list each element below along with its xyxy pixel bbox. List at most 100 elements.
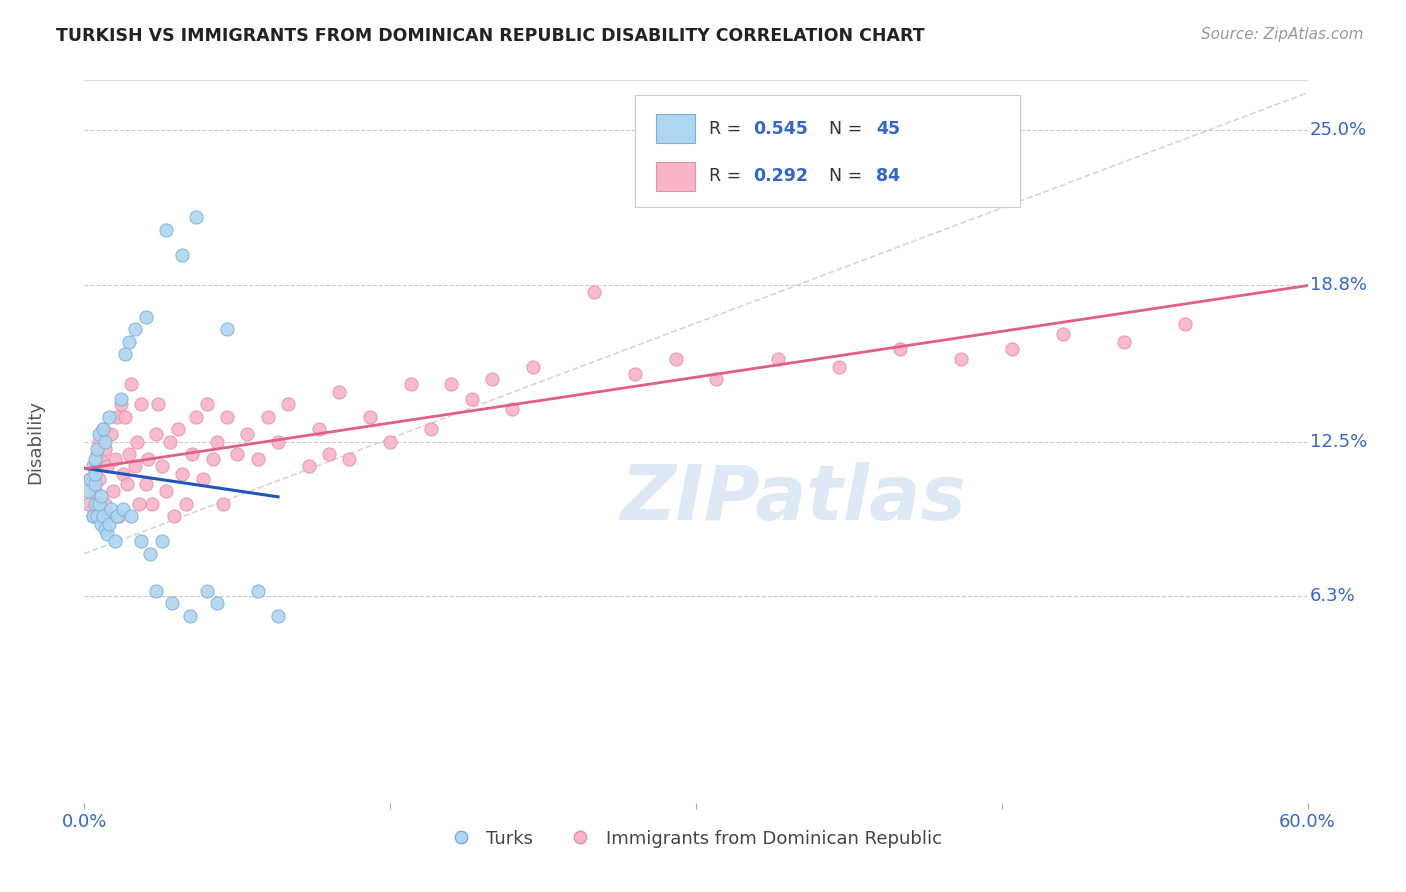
Point: [1001, 343, 1024, 357]
Point: [114, 347, 136, 361]
Point: [100, 501, 122, 516]
Point: [135, 310, 157, 324]
Point: [120, 509, 142, 524]
Point: [624, 368, 647, 382]
Point: [1174, 318, 1197, 332]
Point: [706, 372, 728, 386]
Point: [83, 452, 105, 467]
Point: [118, 447, 141, 461]
Point: [128, 497, 150, 511]
Text: 6.3%: 6.3%: [1310, 587, 1355, 605]
Point: [217, 322, 239, 336]
Point: [82, 509, 104, 524]
Point: [145, 584, 167, 599]
Point: [195, 584, 218, 599]
Text: TURKISH VS IMMIGRANTS FROM DOMINICAN REPUBLIC DISABILITY CORRELATION CHART: TURKISH VS IMMIGRANTS FROM DOMINICAN REP…: [56, 27, 925, 45]
Point: [93, 434, 115, 449]
Point: [950, 352, 973, 367]
Point: [82, 509, 104, 524]
Text: 12.5%: 12.5%: [1310, 433, 1367, 450]
Point: [665, 352, 688, 367]
Point: [127, 434, 149, 449]
Point: [236, 427, 259, 442]
Text: 18.8%: 18.8%: [1310, 276, 1367, 293]
Point: [155, 484, 177, 499]
Point: [138, 547, 160, 561]
Point: [86, 447, 108, 461]
Point: [131, 534, 153, 549]
Point: [212, 497, 235, 511]
Point: [124, 322, 146, 336]
Text: N =: N =: [830, 168, 868, 186]
Point: [108, 509, 131, 524]
Point: [91, 509, 114, 524]
Point: [181, 447, 204, 461]
Point: [186, 211, 208, 225]
Point: [135, 476, 157, 491]
Point: [201, 452, 224, 467]
Point: [104, 452, 127, 467]
Text: Disability: Disability: [27, 400, 45, 483]
Point: [90, 516, 112, 531]
Point: [120, 377, 142, 392]
Point: [82, 459, 104, 474]
Point: [195, 397, 218, 411]
Point: [91, 422, 114, 436]
Point: [97, 509, 120, 524]
Point: [86, 442, 108, 456]
Text: N =: N =: [830, 120, 868, 137]
Point: [318, 447, 340, 461]
Point: [583, 285, 606, 299]
Point: [97, 409, 120, 424]
Point: [105, 409, 128, 424]
Point: [87, 427, 110, 442]
Point: [87, 497, 110, 511]
Point: [93, 522, 115, 536]
Point: [79, 472, 101, 486]
Point: [112, 467, 135, 481]
Point: [1052, 327, 1074, 342]
Point: [97, 516, 120, 531]
Point: [96, 526, 118, 541]
Point: [267, 609, 290, 624]
Point: [82, 476, 104, 491]
Point: [160, 597, 183, 611]
Point: [101, 484, 124, 499]
Point: [145, 427, 167, 442]
Point: [766, 352, 789, 367]
Point: [359, 409, 381, 424]
Text: R =: R =: [710, 120, 747, 137]
Point: [83, 476, 105, 491]
Point: [174, 497, 197, 511]
Point: [90, 489, 112, 503]
Point: [83, 484, 105, 499]
Point: [440, 377, 463, 392]
Point: [115, 476, 138, 491]
Point: [146, 397, 169, 411]
Point: [105, 509, 128, 524]
Bar: [655, 114, 695, 143]
Point: [86, 509, 108, 524]
Point: [141, 497, 163, 511]
Point: [110, 397, 132, 411]
Point: [172, 248, 194, 262]
Point: [205, 597, 228, 611]
Point: [186, 409, 208, 424]
Point: [267, 434, 290, 449]
Point: [172, 467, 194, 481]
Point: [110, 392, 132, 407]
Point: [380, 434, 402, 449]
Point: [420, 422, 443, 436]
Point: [86, 497, 108, 511]
Text: ZIPatlas: ZIPatlas: [621, 462, 967, 536]
Text: R =: R =: [710, 168, 747, 186]
Text: 84: 84: [876, 168, 900, 186]
Text: 25.0%: 25.0%: [1310, 121, 1367, 139]
Point: [328, 384, 350, 399]
Point: [163, 509, 186, 524]
Point: [246, 452, 269, 467]
Point: [79, 472, 101, 486]
Point: [96, 459, 118, 474]
Point: [179, 609, 201, 624]
Point: [83, 459, 105, 474]
